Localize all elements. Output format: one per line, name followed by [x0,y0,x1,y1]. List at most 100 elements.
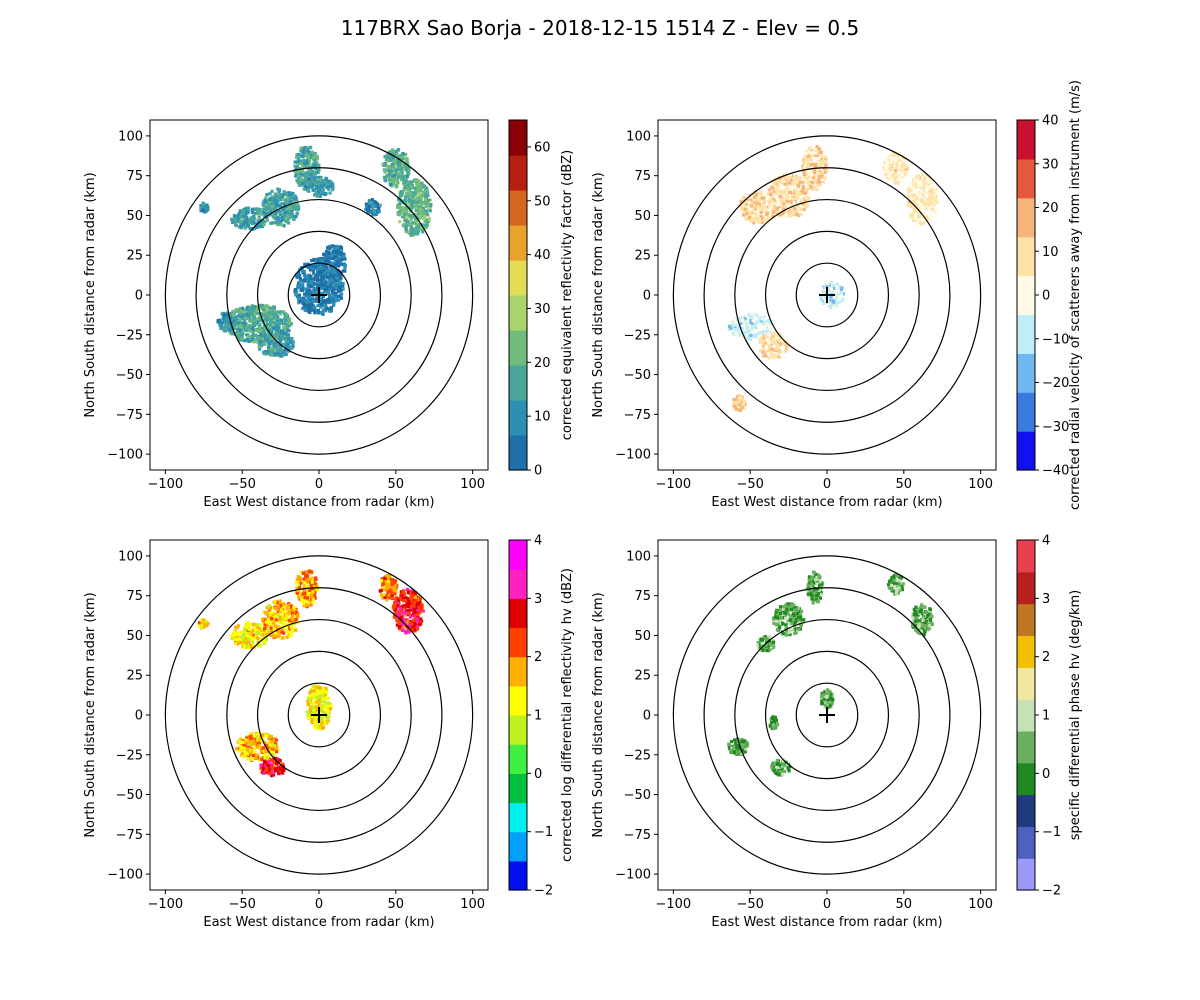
echo-cell [334,259,338,264]
echo-cell [271,305,276,309]
echo-cell [782,207,786,211]
echo-cell [311,269,315,273]
echo-cell [896,153,900,157]
echo-cell [282,312,287,316]
colorbar-segment [1017,314,1035,354]
echo-cell [818,172,822,176]
echo-cell [883,161,887,165]
echo-cell [812,186,816,190]
range-ring [764,230,890,360]
echo-cell [284,323,289,327]
echo-cell [766,338,770,342]
echo-cell [306,285,310,289]
echo-cell [277,188,282,192]
echo-cell [772,344,776,348]
echo-cell [740,326,744,330]
echo-cell [792,212,796,216]
echo-cell [258,335,263,339]
echo-cell [303,300,308,304]
echo-cell [311,696,315,700]
echo-cell [300,181,304,186]
echo-cell [321,725,325,729]
echo-cell [888,156,892,160]
echo-cell [400,215,405,219]
echo-cell [772,201,776,206]
echo-cell [371,201,375,205]
echo-cell [403,188,407,192]
echo-cell [742,213,746,217]
echo-cell [309,168,313,172]
echo-cell [252,746,256,751]
echo-cell [339,248,343,253]
echo-cell [269,353,273,357]
echo-cell [895,161,899,166]
echo-cell [780,189,784,193]
echo-cell [287,221,291,225]
echo-cell [273,352,277,356]
echo-cell [339,293,343,298]
echo-cell [396,180,400,185]
echo-cell [388,158,393,162]
echo-cell [255,745,259,749]
echo-cell [317,698,321,702]
echo-cell [324,696,329,700]
echo-cell [319,286,323,291]
echo-cell [403,164,407,168]
echo-cell [248,339,253,343]
echo-cell [911,199,915,204]
echo-cell [396,167,400,171]
echo-cell [420,208,425,212]
echo-cell [772,182,776,186]
echo-cell [424,223,428,227]
echo-cell [753,216,758,220]
echo-cell [294,169,298,173]
echo-cell [336,261,340,265]
echo-cell [274,330,278,334]
echo-cell [908,183,913,188]
echo-cell [418,186,422,190]
echo-cell [230,313,234,317]
echo-cell [835,297,839,301]
echo-cell [321,687,325,691]
echo-cell [284,340,288,345]
echo-cell [235,317,239,321]
echo-cell [738,401,742,405]
echo-cell [771,215,775,219]
echo-cell [303,158,307,163]
echo-cell [420,193,424,198]
echo-cell [242,311,247,315]
echo-cell [311,154,315,158]
echo-cell [293,288,297,292]
echo-cell [426,193,430,198]
echo-cell [338,251,343,255]
echo-cell [316,177,320,182]
echo-cell [398,204,402,208]
echo-cell [322,290,326,294]
echo-cell [785,210,789,214]
echo-cell [729,329,734,333]
echo-cell [269,324,273,328]
echo-cell [743,317,747,321]
echo-cell [299,299,303,303]
echo-cell [285,345,289,350]
echo-cell [308,693,312,698]
echo-cell [291,340,296,344]
echo-cell [330,265,335,269]
echo-cell [928,177,932,181]
echo-cell [250,207,254,211]
echo-cell [241,308,246,313]
y-tick-label: 25 [634,249,651,264]
echo-cell [306,713,310,717]
echo-cell [308,303,312,307]
echo-cell [760,196,764,200]
echo-cell [891,174,896,178]
echo-cell [303,308,307,312]
echo-cell [296,206,300,210]
echo-cell [817,180,821,184]
colorbar-tick-label: −30 [1042,420,1069,435]
echo-cell [318,686,322,690]
echo-cell [929,188,933,192]
echo-cell [778,342,782,346]
echo-cell [256,327,260,332]
echo-cell [280,321,284,325]
